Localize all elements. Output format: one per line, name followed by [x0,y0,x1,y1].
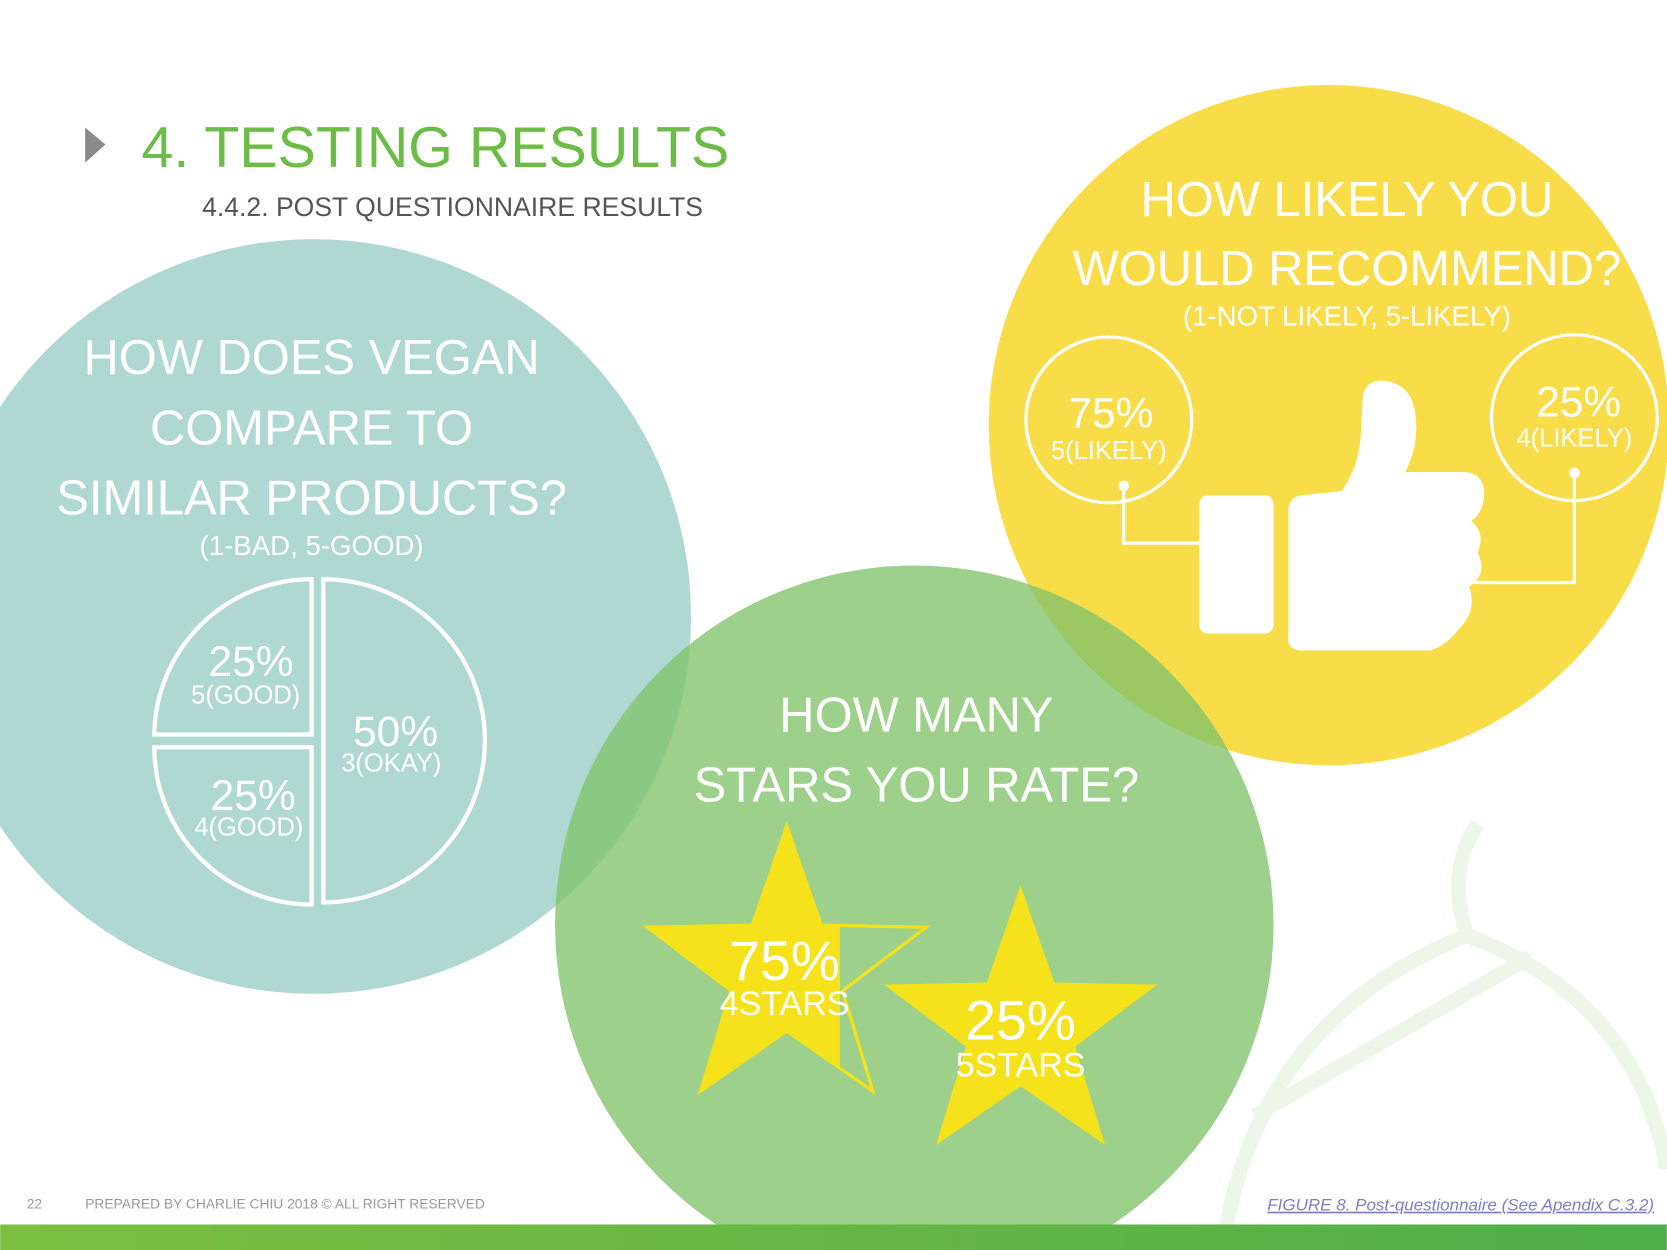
watermark [1215,819,1667,1250]
question-line: COMPARE TO [150,401,473,455]
green-circle [555,565,1274,1250]
yellow-circle [988,85,1667,766]
question-line: HOW LIKELY YOU [1140,173,1553,227]
question-line: HOW DOES VEGAN [83,331,539,385]
scale: (1-BAD, 5-GOOD) [200,530,424,561]
star-label: 5STARS [956,1047,1086,1085]
title: 4. TESTING RESULTS [142,116,730,180]
thumbs-up [1199,380,1485,651]
pie-outline [152,577,487,907]
star-label: 4STARS [720,985,850,1023]
figure-caption[interactable]: FIGURE 8. Post-questionnaire (See Apendi… [1267,1196,1654,1215]
answer-label: 5(LIKELY) [1051,437,1167,465]
slice-label: 4(GOOD) [194,813,303,841]
footer-bar [0,1224,1667,1250]
page-number: 22 [27,1196,42,1212]
dot [1118,480,1129,492]
question-line: SIMILAR PRODUCTS? [56,471,567,525]
slice-label: 5(GOOD) [191,682,300,710]
question-line: WOULD RECOMMEND? [1073,242,1622,296]
dot [1569,467,1580,479]
teal-circle [0,239,691,994]
answer-percent: 75% [1068,390,1153,437]
scale: (1-NOT LIKELY, 5-LIKELY) [1183,300,1511,331]
answer-label: 4(LIKELY) [1516,424,1632,452]
slice-percent: 25% [208,639,293,686]
star-percent: 75% [729,930,840,992]
star-partial [647,825,840,1092]
question-line: HOW MANY [779,688,1053,742]
star [884,885,1158,1145]
slice-label: 3(OKAY) [341,750,441,778]
slice-percent: 50% [353,709,438,756]
question-line: STARS YOU RATE? [694,758,1139,812]
bullet [85,127,106,163]
slice-percent: 25% [211,773,296,820]
subtitle: 4.4.2. POST QUESTIONNAIRE RESULTS [202,192,703,222]
answer-percent: 25% [1536,380,1621,427]
credit: PREPARED BY CHARLIE CHIU 2018 © ALL RIGH… [85,1196,485,1212]
star-percent: 25% [965,990,1076,1052]
callouts [1024,333,1659,585]
